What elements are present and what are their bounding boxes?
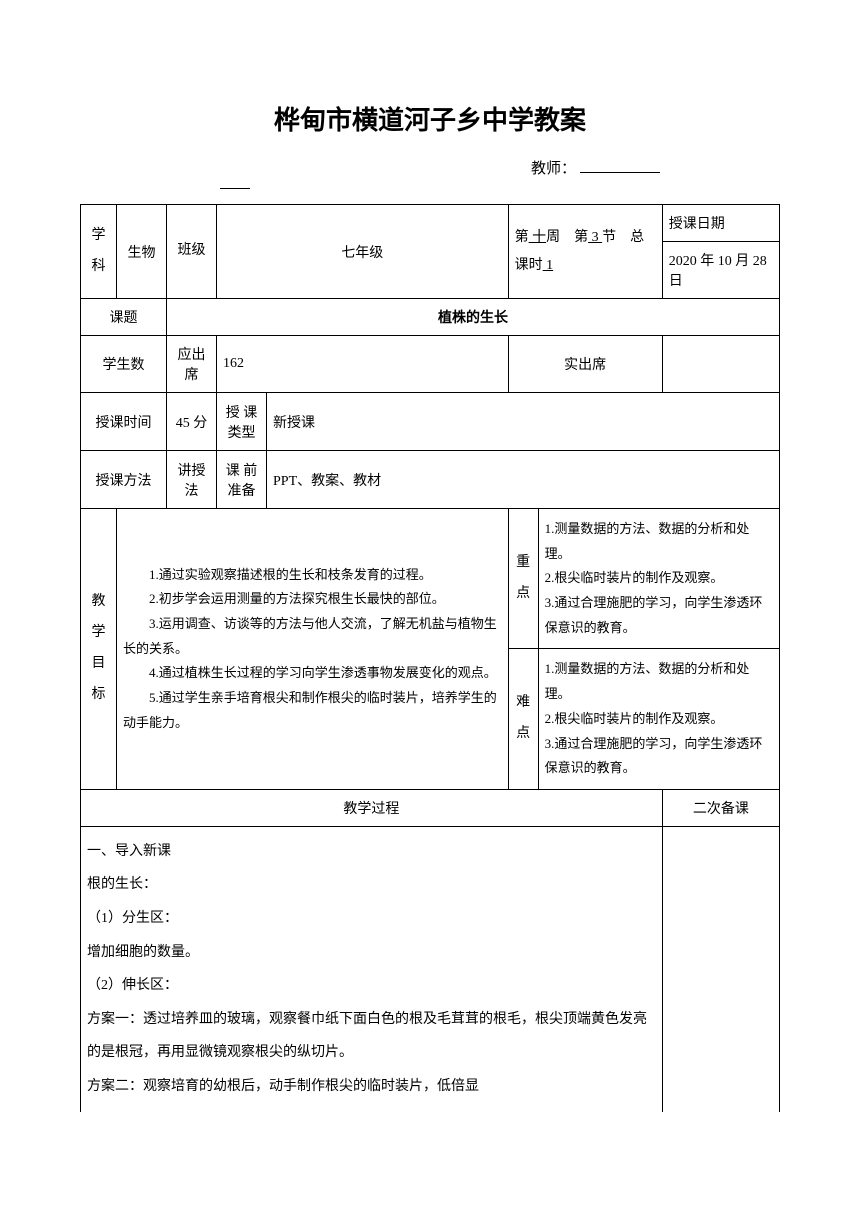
date-value: 2020 年 10 月 28 日 (662, 242, 779, 299)
teacher-line: 教师： (80, 157, 780, 178)
time-value: 45 分 (167, 393, 217, 451)
topic-row: 课题 植株的生长 (81, 299, 780, 336)
process-label: 教学过程 (81, 789, 663, 826)
week-cell: 第 十周 第 3 节 总 课时 1 (508, 205, 662, 299)
objectives-content: 1.通过实验观察描述根的生长和枝条发育的过程。 2.初步学会运用测量的方法探究根… (117, 509, 509, 790)
week-pre: 第 (515, 230, 529, 245)
content-l2: 根的生长： (87, 868, 656, 902)
method-row: 授课方法 讲授法 课 前准备 PPT、教案、教材 (81, 451, 780, 509)
hours-pre: 课时 (515, 258, 543, 273)
content-l3: （1）分生区： (87, 902, 656, 936)
content-l1: 一、导入新课 (87, 835, 656, 869)
obj-4: 4.通过植株生长过程的学习向学生渗透事物发展变化的观点。 (123, 661, 502, 686)
obj-5: 5.通过学生亲手培育根尖和制作根尖的临时装片，培养学生的动手能力。 (123, 686, 502, 735)
obj-2: 2.初步学会运用测量的方法探究根生长最快的部位。 (123, 587, 502, 612)
section-val: 3 (588, 230, 602, 245)
secondary-label: 二次备课 (662, 789, 779, 826)
content-l7: 方案二：观察培育的幼根后，动手制作根尖的临时装片，低倍显 (87, 1070, 656, 1104)
expected-value: 162 (217, 336, 509, 393)
students-label: 学生数 (81, 336, 167, 393)
key-2: 2.根尖临时装片的制作及观察。 (545, 566, 773, 591)
teacher-label: 教师： (531, 161, 576, 177)
obj-1: 1.通过实验观察描述根的生长和枝条发育的过程。 (123, 563, 502, 588)
students-row: 学生数 应出席 162 实出席 (81, 336, 780, 393)
date-label: 授课日期 (662, 205, 779, 242)
content-l5: （2）伸长区： (87, 969, 656, 1003)
small-underline (220, 188, 250, 189)
content-l6: 方案一：透过培养皿的玻璃，观察餐巾纸下面白色的根及毛茸茸的根毛，根尖顶端黄色发亮… (87, 1003, 656, 1070)
teacher-blank (580, 172, 660, 173)
process-content-row: 一、导入新课 根的生长： （1）分生区： 增加细胞的数量。 （2）伸长区： 方案… (81, 826, 780, 1111)
objectives-row: 教学目标 1.通过实验观察描述根的生长和枝条发育的过程。 2.初步学会运用测量的… (81, 509, 780, 649)
page-title: 桦甸市横道河子乡中学教案 (80, 100, 780, 137)
subject-label: 学科 (81, 205, 117, 299)
type-value: 新授课 (267, 393, 780, 451)
key-3: 3.通过合理施肥的学习，向学生渗透环保意识的教育。 (545, 591, 773, 640)
diff-2: 2.根尖临时装片的制作及观察。 (545, 707, 773, 732)
week-mid: 周 第 (546, 230, 588, 245)
process-header-row: 教学过程 二次备课 (81, 789, 780, 826)
obj-3: 3.运用调查、访谈等的方法与他人交流，了解无机盐与植物生长的关系。 (123, 612, 502, 661)
method-label: 授课方法 (81, 451, 167, 509)
expected-label: 应出席 (167, 336, 217, 393)
lesson-plan-table: 学科 生物 班级 七年级 第 十周 第 3 节 总 课时 1 授课日期 2020… (80, 204, 780, 1112)
method-value: 讲授法 (167, 451, 217, 509)
objectives-label: 教学目标 (81, 509, 117, 790)
prep-label: 课 前准备 (217, 451, 267, 509)
content-l4: 增加细胞的数量。 (87, 936, 656, 970)
prep-value: PPT、教案、教材 (267, 451, 780, 509)
diff-1: 1.测量数据的方法、数据的分析和处理。 (545, 657, 773, 706)
actual-label: 实出席 (508, 336, 662, 393)
class-label: 班级 (167, 205, 217, 299)
subject-value: 生物 (117, 205, 167, 299)
key-1: 1.测量数据的方法、数据的分析和处理。 (545, 517, 773, 566)
difficulties-label: 难点 (508, 649, 538, 789)
hours-val: 1 (543, 258, 554, 273)
topic-label: 课题 (81, 299, 167, 336)
time-label: 授课时间 (81, 393, 167, 451)
keypoints-label: 重点 (508, 509, 538, 649)
actual-value (662, 336, 779, 393)
week-val: 十 (529, 230, 547, 245)
keypoints-content: 1.测量数据的方法、数据的分析和处理。 2.根尖临时装片的制作及观察。 3.通过… (538, 509, 779, 649)
topic-value: 植株的生长 (167, 299, 780, 336)
week-post: 节 总 (602, 230, 644, 245)
grade-value: 七年级 (217, 205, 509, 299)
header-row: 学科 生物 班级 七年级 第 十周 第 3 节 总 课时 1 授课日期 (81, 205, 780, 242)
process-content: 一、导入新课 根的生长： （1）分生区： 增加细胞的数量。 （2）伸长区： 方案… (81, 826, 663, 1111)
type-label: 授 课类型 (217, 393, 267, 451)
difficulties-content: 1.测量数据的方法、数据的分析和处理。 2.根尖临时装片的制作及观察。 3.通过… (538, 649, 779, 789)
diff-3: 3.通过合理施肥的学习，向学生渗透环保意识的教育。 (545, 732, 773, 781)
time-row: 授课时间 45 分 授 课类型 新授课 (81, 393, 780, 451)
secondary-content (662, 826, 779, 1111)
